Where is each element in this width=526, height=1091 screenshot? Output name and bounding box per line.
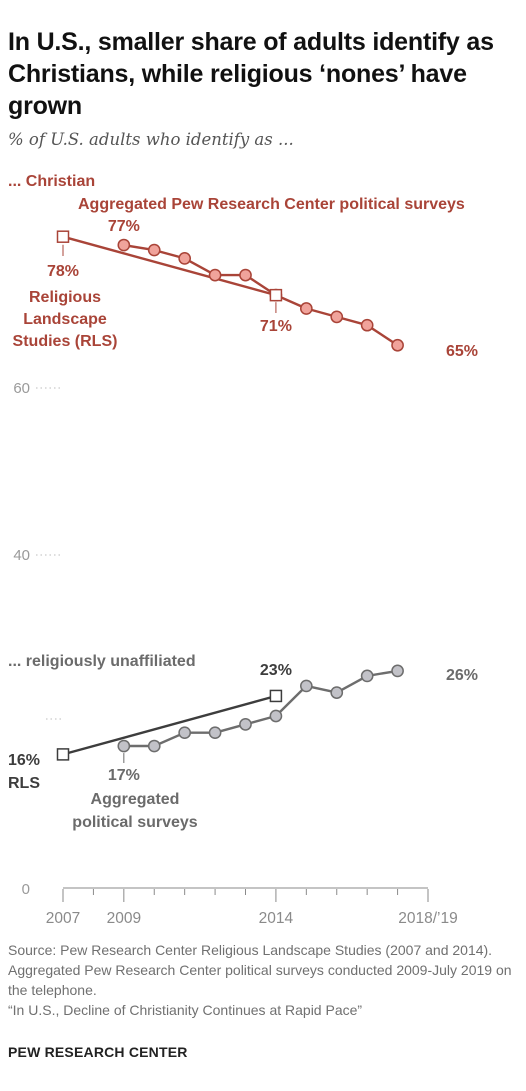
chart-title: In U.S., smaller share of adults identif… [8,28,494,120]
data-point [391,338,404,352]
line-chart: 0 40 60 2007 2009 2014 2018/’19 ... Christian A… [8,173,478,927]
data-point [56,748,70,761]
data-point [269,288,283,302]
data-point [208,726,222,740]
series-line-1-1 [62,694,277,756]
data-point [178,726,192,740]
data-point [269,709,283,723]
x-tick-label: 2007 [46,910,80,927]
x-tick-label: 2009 [107,910,141,927]
x-tick-label: 2014 [259,910,294,927]
label-layer: ... Christian Aggregated Pew Research Cen… [8,173,478,831]
data-point [117,238,131,252]
data-point [147,243,161,257]
data-label-start: 78% [47,263,79,280]
data-point [360,318,374,332]
data-point [208,268,222,282]
series-line-0-1 [62,235,277,297]
data-point [147,739,161,753]
group-label-christian: ... Christian [8,173,95,190]
source-text: Source: Pew Research Center Religious La… [8,942,512,998]
report-title: “In U.S., Decline of Christianity Contin… [8,1002,363,1018]
line-layer [62,235,399,756]
data-label-start: 17% [108,767,140,784]
series-label-political-surveys: Aggregated Pew Research Center political… [78,196,465,213]
point-layer [56,230,404,761]
series-label-rls: RLS [8,775,40,792]
y-tick-label: 60 [13,380,30,397]
grid-layer: 0 40 60 2007 2009 2014 2018/’19 [13,380,457,927]
y-tick-label: 0 [22,881,30,898]
data-label-start: 77% [108,218,140,235]
data-point [269,689,283,703]
data-point [391,664,404,678]
data-point [360,669,374,683]
data-label-end: 65% [446,343,478,360]
chart-subtitle: % of U.S. adults who identify as ... [8,130,294,149]
data-point [56,230,70,243]
series-line-0-0 [123,243,399,347]
data-point [299,302,313,315]
data-point [299,679,313,693]
data-point [239,717,252,731]
group-label-unaffiliated: ... religiously unaffiliated [8,653,196,670]
data-point [330,310,344,324]
source-note: Source: Pew Research Center Religious La… [8,940,513,1020]
data-label-end: 71% [260,318,292,335]
data-point [117,739,131,753]
data-label-end: 23% [260,662,292,679]
data-point [239,268,252,282]
series-label-political-surveys: Aggregated political surveys [72,791,197,831]
data-label-end: 26% [446,667,478,684]
x-tick-label: 2018/’19 [398,910,457,927]
data-point [178,252,192,265]
series-label-rls: Religious Landscape Studies (RLS) [13,289,118,350]
brand-name: PEW RESEARCH CENTER [8,1044,188,1060]
data-label-start: 16% [8,752,40,769]
y-tick-label: 40 [13,547,30,564]
data-point [330,686,344,699]
series-line-1-0 [123,669,398,748]
